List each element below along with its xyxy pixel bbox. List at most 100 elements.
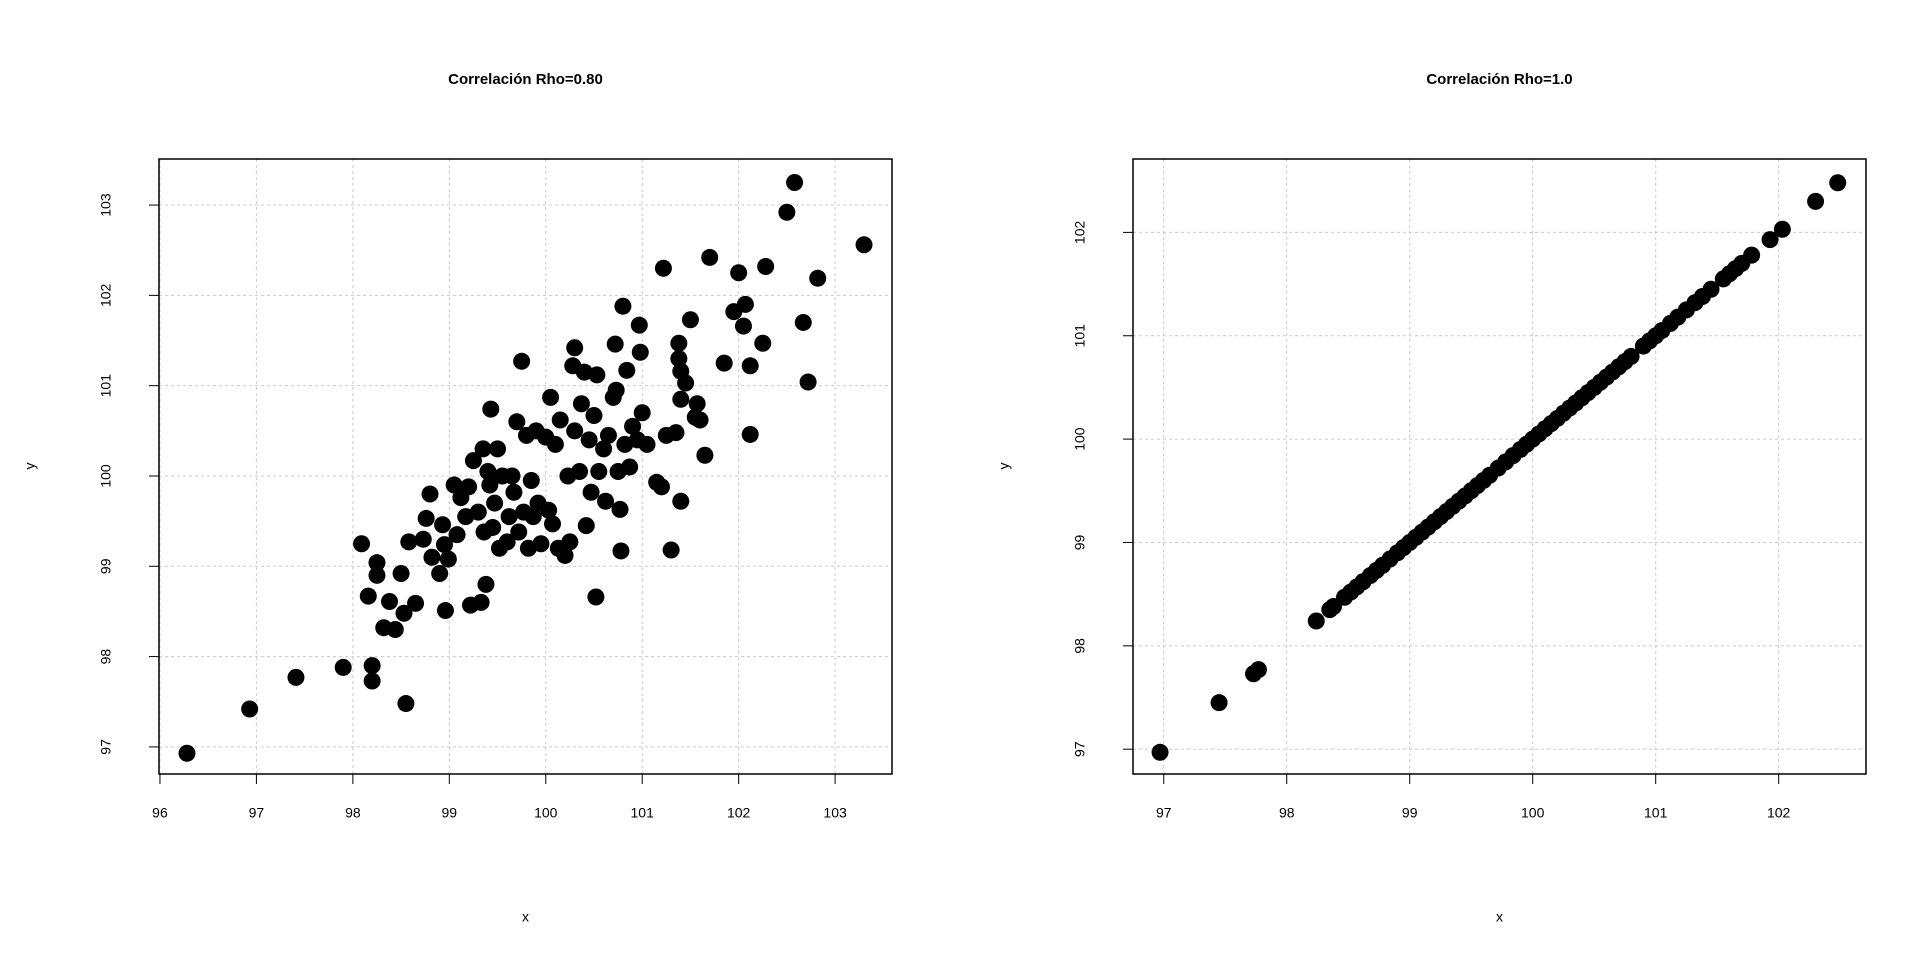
point — [612, 542, 630, 560]
y-axis-label: y — [996, 463, 1012, 470]
point — [445, 476, 463, 494]
point — [778, 203, 796, 221]
point — [614, 297, 632, 315]
point — [715, 354, 733, 372]
point — [577, 517, 595, 535]
point — [696, 446, 714, 464]
y-tick-label: 102 — [98, 283, 114, 307]
point — [561, 533, 579, 551]
point — [477, 575, 495, 593]
point — [734, 317, 752, 335]
point — [542, 388, 560, 406]
point — [489, 440, 507, 458]
chart-title: Correlación Rho=0.80 — [448, 71, 603, 88]
point — [672, 492, 690, 510]
point — [368, 566, 386, 584]
x-tick-label: 103 — [823, 805, 847, 821]
point — [1151, 743, 1169, 761]
x-tick-label: 100 — [534, 805, 558, 821]
point — [590, 462, 608, 480]
y-tick-label: 101 — [1072, 324, 1088, 348]
point — [621, 458, 639, 476]
point — [436, 602, 454, 620]
point — [400, 533, 418, 551]
point — [672, 390, 690, 408]
point — [595, 440, 613, 458]
point — [479, 462, 497, 480]
point — [701, 248, 719, 266]
point — [544, 515, 562, 533]
point — [662, 541, 680, 559]
point — [566, 422, 584, 440]
point — [587, 588, 605, 606]
point — [597, 492, 615, 510]
point — [414, 530, 432, 548]
x-tick-label: 100 — [1521, 805, 1545, 821]
point — [667, 424, 685, 442]
point — [469, 503, 487, 521]
point — [571, 462, 589, 480]
x-axis-label: x — [522, 909, 529, 925]
point — [474, 440, 492, 458]
point — [421, 485, 439, 503]
point — [353, 535, 371, 553]
point — [486, 494, 504, 512]
point — [809, 269, 827, 287]
x-tick-label: 97 — [249, 805, 265, 821]
point — [633, 404, 651, 422]
x-tick-label: 98 — [345, 805, 361, 821]
x-tick-label: 97 — [1156, 805, 1172, 821]
point — [607, 381, 625, 399]
point — [481, 476, 499, 494]
point — [618, 361, 636, 379]
point — [1210, 694, 1228, 712]
point — [677, 374, 695, 392]
point — [572, 395, 590, 413]
y-tick-label: 97 — [98, 739, 114, 755]
point — [741, 357, 759, 375]
y-tick-label: 103 — [98, 193, 114, 217]
point — [397, 695, 415, 713]
point — [599, 426, 617, 444]
point — [1773, 220, 1791, 238]
x-tick-label: 102 — [727, 805, 751, 821]
point — [556, 546, 574, 564]
y-axis-label: y — [22, 463, 38, 470]
x-tick-label: 101 — [1644, 805, 1668, 821]
point — [638, 435, 656, 453]
point — [588, 366, 606, 384]
point — [482, 400, 500, 418]
y-tick-label: 100 — [1072, 427, 1088, 451]
point — [611, 500, 629, 518]
chart-title: Correlación Rho=1.0 — [1426, 71, 1572, 88]
point — [757, 257, 775, 275]
point — [551, 411, 569, 429]
y-tick-label: 97 — [1072, 741, 1088, 757]
y-tick-label: 101 — [98, 374, 114, 398]
point — [505, 483, 523, 501]
point — [500, 508, 518, 526]
point — [741, 425, 759, 443]
point — [855, 236, 873, 254]
y-tick-label: 98 — [98, 649, 114, 665]
point — [546, 435, 564, 453]
point — [407, 594, 425, 612]
point — [754, 334, 772, 352]
point — [1622, 347, 1640, 365]
point — [652, 478, 670, 496]
point — [472, 593, 490, 611]
point — [580, 431, 598, 449]
y-tick-label: 99 — [98, 558, 114, 574]
point — [730, 264, 748, 282]
point — [1702, 280, 1720, 298]
point — [631, 343, 649, 361]
point — [736, 295, 754, 313]
point — [503, 467, 521, 485]
point — [287, 668, 305, 686]
point — [423, 548, 441, 566]
point — [786, 173, 804, 191]
point — [363, 657, 381, 675]
point — [386, 621, 404, 639]
point — [524, 508, 542, 526]
point — [1807, 192, 1825, 210]
